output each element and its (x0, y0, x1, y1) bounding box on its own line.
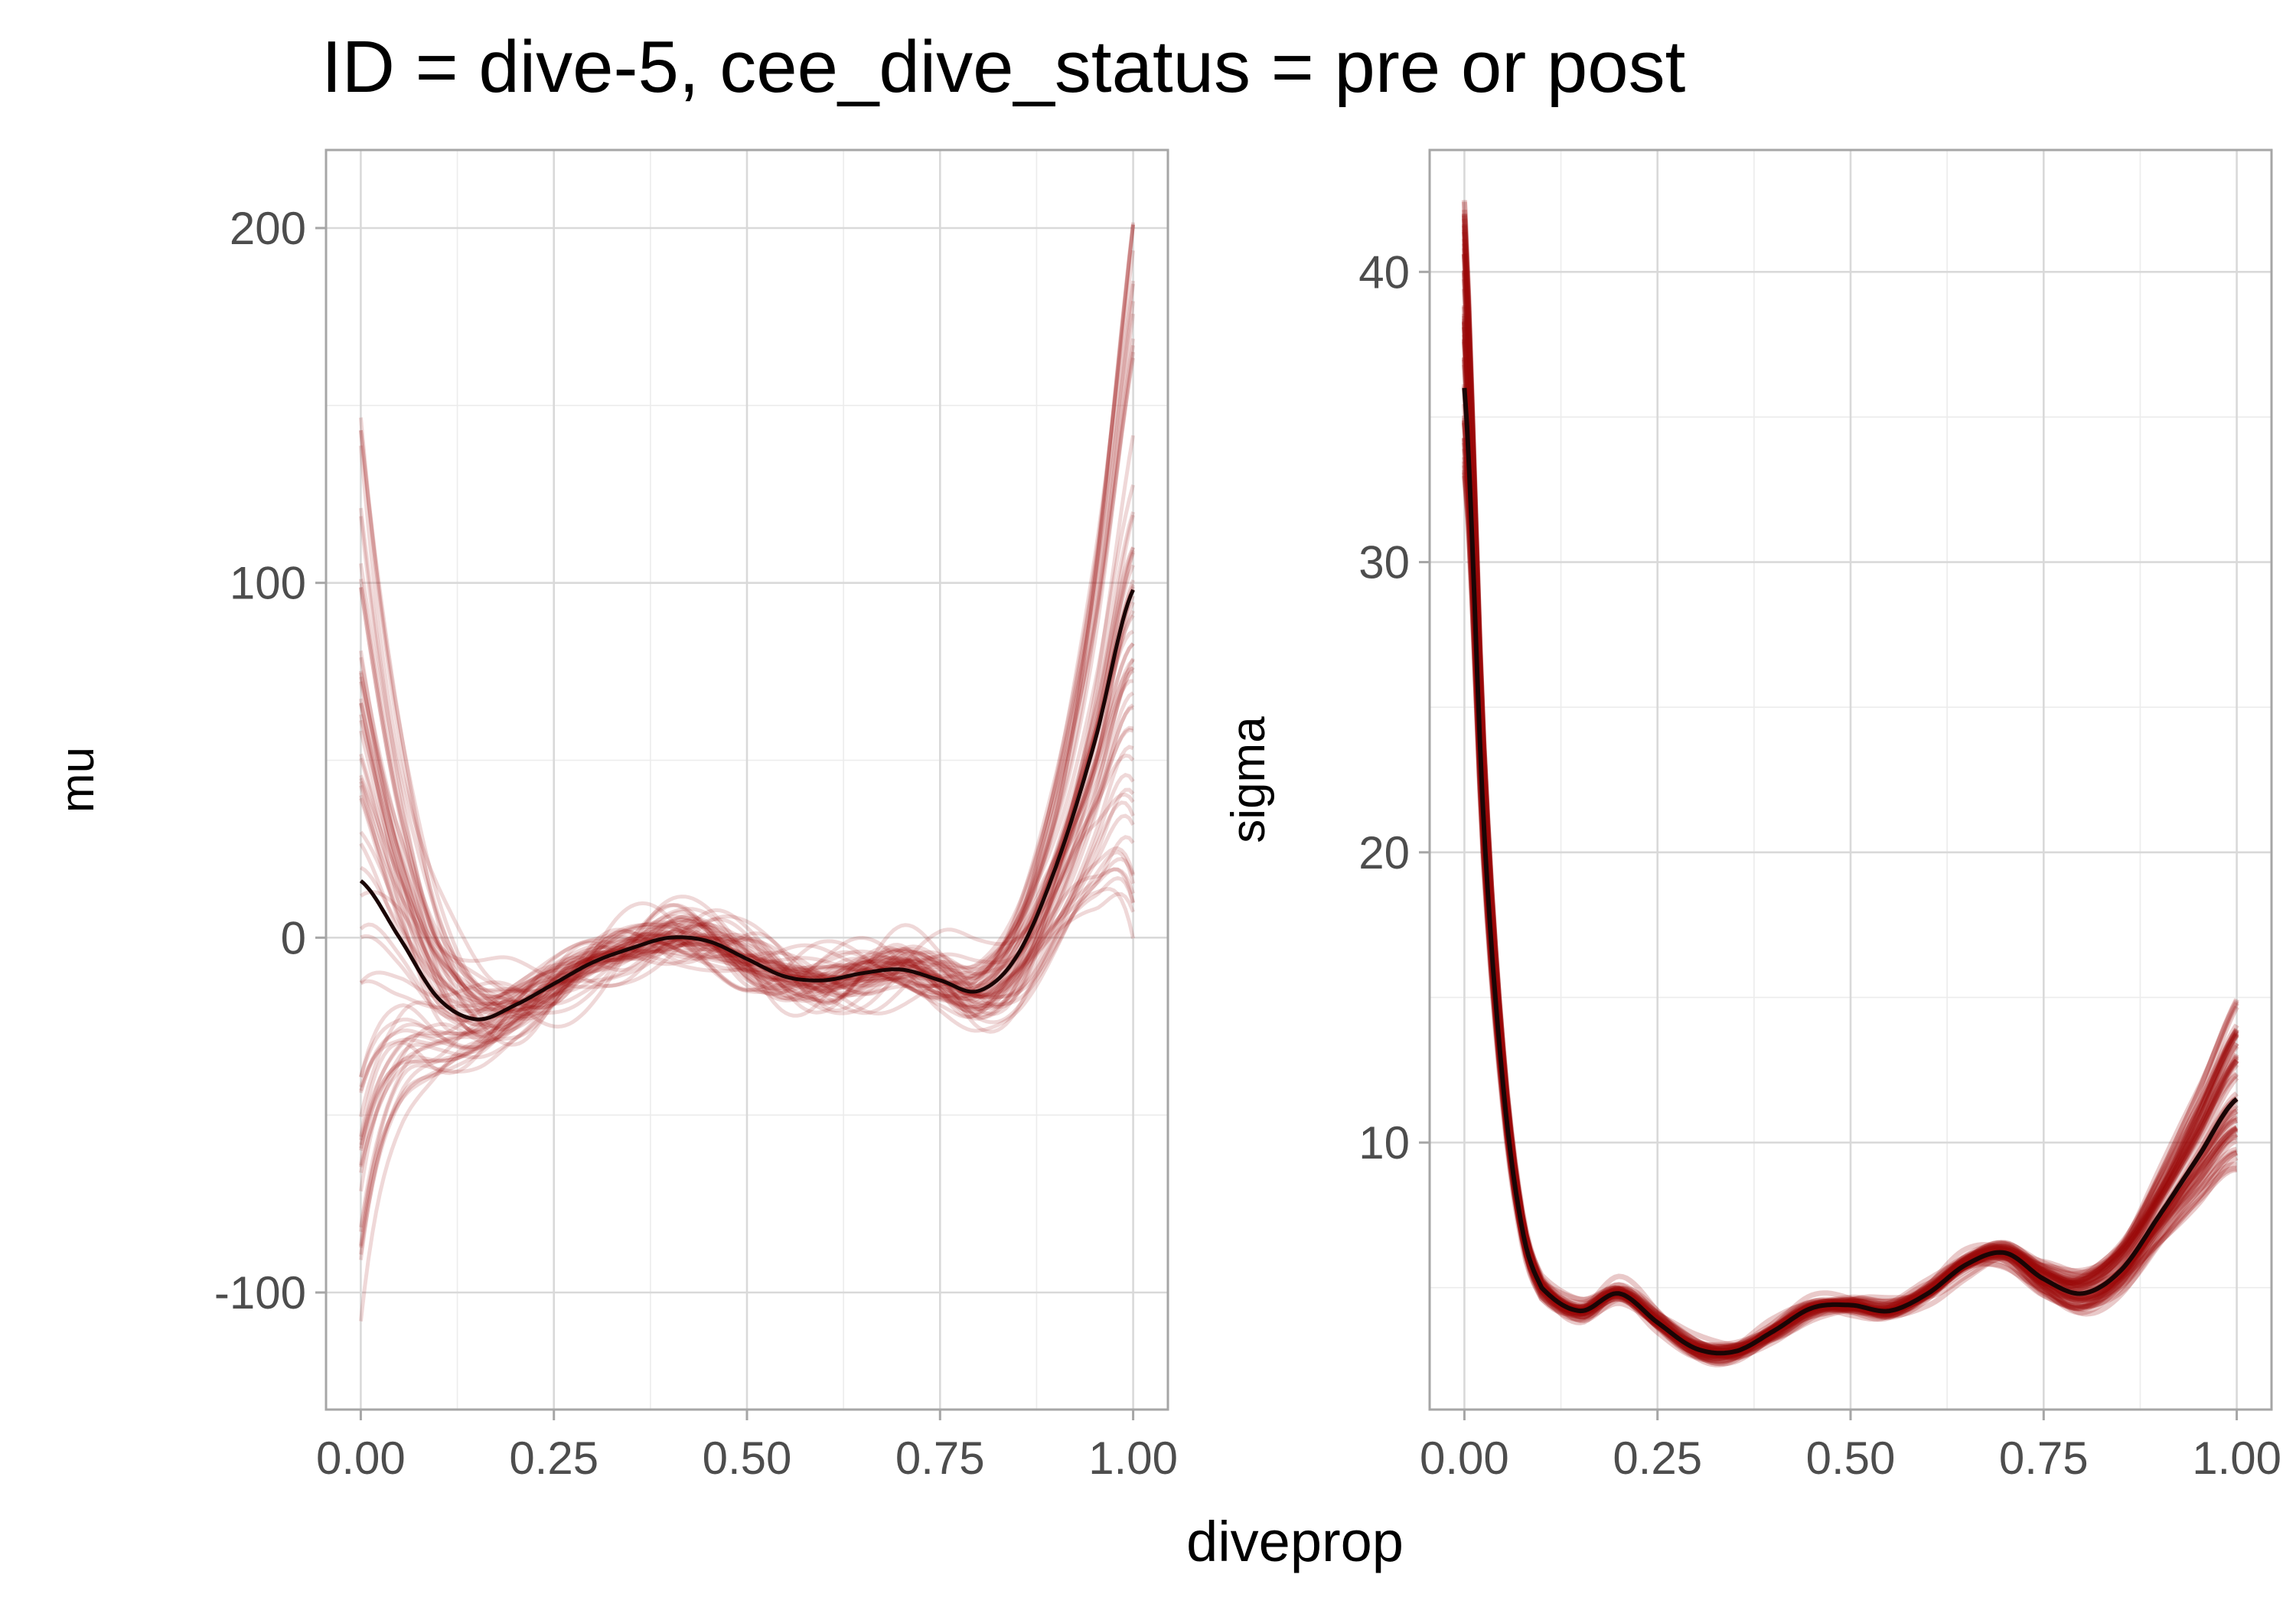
draw-line (1461, 218, 2238, 1348)
draw-line (359, 564, 1135, 1015)
draw-line (1461, 254, 2239, 1355)
draw-line (358, 706, 1134, 1019)
draw-line (358, 549, 1136, 1228)
draw-line (358, 587, 1135, 1016)
draw-line (358, 800, 1135, 1233)
mu-grid (326, 150, 1168, 1410)
draw-line (359, 435, 1136, 1029)
x-tick-label: 0.25 (1613, 1433, 1702, 1484)
draw-line (358, 867, 1136, 1174)
draw-line (1461, 464, 2239, 1361)
draw-line (360, 642, 1135, 1010)
draw-line (358, 507, 1135, 1010)
draw-line (358, 552, 1136, 1078)
draw-line (1461, 437, 2239, 1364)
draw-line (1461, 318, 2238, 1363)
draw-line (358, 224, 1136, 1012)
sigma-y-axis-label: sigma (1222, 716, 1275, 843)
x-tick-label: 0.75 (1999, 1433, 2089, 1484)
y-tick-label: 0 (281, 912, 306, 963)
y-tick-label: 40 (1358, 246, 1410, 298)
draw-line (358, 445, 1136, 1013)
draw-line (358, 562, 1135, 1007)
draw-line (358, 249, 1136, 1028)
draw-line (1461, 448, 2239, 1353)
y-tick-label: 30 (1358, 537, 1410, 588)
draw-line (358, 691, 1135, 1192)
draw-line (358, 753, 1135, 1146)
mu-tick-labels: 0.00 0.25 0.50 0.75 1.00 -100 0 100 200 (214, 203, 1178, 1484)
draw-line (1461, 248, 2239, 1362)
draw-line (358, 657, 1135, 1021)
draw-line (1461, 279, 2239, 1366)
draw-line (358, 484, 1136, 1006)
draw-line (358, 813, 1135, 1247)
draw-line (359, 223, 1136, 1035)
draw-line (359, 351, 1136, 1094)
draw-line (358, 892, 1135, 1117)
draw-line (358, 283, 1136, 1149)
mu-ticks (315, 227, 1135, 1420)
draw-line (360, 222, 1136, 1047)
draw-line (358, 703, 1135, 1141)
draw-line (1461, 334, 2239, 1364)
mu-draws (358, 222, 1136, 1322)
draw-line (360, 586, 1136, 1037)
x-tick-label: 0.25 (509, 1433, 598, 1484)
draw-line (359, 867, 1135, 1092)
draw-line (1461, 419, 2239, 1356)
draw-line (358, 357, 1136, 999)
draw-line (359, 657, 1135, 1015)
sigma-ticks (1419, 270, 2239, 1420)
draw-line (358, 313, 1136, 1322)
sigma-grid (1430, 150, 2272, 1410)
x-tick-label: 0.00 (1420, 1433, 1509, 1484)
draw-line (358, 516, 1135, 1016)
draw-line (358, 614, 1135, 1168)
sigma-tick-labels: 0.00 0.25 0.50 0.75 1.00 10 20 30 40 (1358, 246, 2281, 1484)
y-tick-label: 20 (1358, 827, 1410, 878)
draw-line (1461, 305, 2239, 1351)
draw-line (358, 338, 1136, 1001)
panel-mu: 0.00 0.25 0.50 0.75 1.00 -100 0 100 200 mu (51, 148, 1178, 1484)
draw-line (358, 650, 1135, 1016)
mu-mean-line (359, 588, 1135, 1022)
panel-sigma: 0.00 0.25 0.50 0.75 1.00 10 20 30 40 sigma (1222, 148, 2281, 1484)
chart-title: ID = dive-5, cee_dive_status = pre or po… (321, 26, 1685, 108)
y-tick-label: 10 (1358, 1117, 1410, 1169)
draw-line (1461, 272, 2239, 1357)
draw-line (358, 745, 1134, 1260)
mu-y-axis-label: mu (51, 747, 104, 813)
draw-line (1461, 306, 2238, 1349)
draw-line (358, 642, 1135, 1012)
x-tick-label: 0.50 (703, 1433, 792, 1484)
x-tick-label: 0.75 (895, 1433, 985, 1484)
draw-line (359, 725, 1134, 1078)
x-tick-label: 0.00 (316, 1433, 406, 1484)
draw-line (358, 579, 1135, 1009)
draw-line (358, 430, 1135, 1012)
draw-line (358, 429, 1135, 1015)
draw-line (358, 629, 1134, 1019)
draw-line (359, 679, 1133, 1019)
draw-line (359, 658, 1135, 1032)
x-tick-label: 1.00 (1088, 1433, 1178, 1484)
y-tick-label: -100 (214, 1267, 306, 1319)
y-tick-label: 200 (230, 203, 306, 254)
x-axis-label: diveprop (1186, 1510, 1404, 1573)
draw-line (359, 794, 1135, 1027)
draw-line (1461, 437, 2239, 1358)
y-tick-label: 100 (230, 558, 306, 609)
draw-line (1461, 223, 2239, 1354)
sigma-mean-line (1462, 387, 2239, 1356)
draw-line (358, 670, 1135, 1015)
x-tick-label: 0.50 (1806, 1433, 1896, 1484)
x-tick-label: 1.00 (2192, 1433, 2281, 1484)
draw-line (358, 587, 1136, 1038)
draw-line (358, 344, 1136, 1137)
